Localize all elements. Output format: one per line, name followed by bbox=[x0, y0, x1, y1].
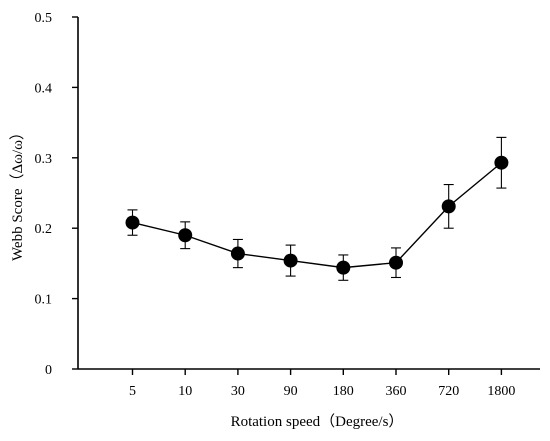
x-tick-label: 1800 bbox=[487, 384, 515, 399]
data-point bbox=[494, 155, 509, 170]
y-tick-label: 0.3 bbox=[35, 152, 53, 167]
x-tick-label: 180 bbox=[333, 384, 354, 399]
data-point bbox=[178, 228, 193, 243]
data-point bbox=[230, 246, 245, 261]
series-lines bbox=[132, 162, 502, 269]
data-point bbox=[336, 260, 351, 275]
x-tick-label: 5 bbox=[129, 384, 136, 399]
data-point bbox=[389, 255, 403, 270]
ticks bbox=[72, 16, 503, 375]
y-tick-label: 0 bbox=[45, 363, 52, 378]
y-tick-label: 0.2 bbox=[35, 222, 53, 237]
x-tick-label: 360 bbox=[386, 384, 407, 399]
x-tick-label: 720 bbox=[438, 384, 459, 399]
y-tick-label: 0.5 bbox=[35, 11, 53, 26]
tick-labels: 0 0.1 0.2 0.3 0.4 0.5 5 10 30 90 180 360 720 1800 bbox=[35, 11, 516, 399]
data-point bbox=[441, 199, 456, 214]
x-tick-label: 30 bbox=[231, 384, 245, 399]
y-tick-label: 0.1 bbox=[35, 293, 53, 308]
y-tick-label: 0.4 bbox=[35, 81, 53, 96]
axes bbox=[77, 17, 540, 370]
error-bars bbox=[127, 136, 507, 281]
x-axis-title: Rotation speed（Degree/s） bbox=[231, 413, 404, 430]
y-axis-title: Webb Score（Δω/ω） bbox=[9, 125, 26, 261]
x-tick-label: 10 bbox=[178, 384, 192, 399]
series-line bbox=[132, 162, 502, 269]
data-point bbox=[125, 215, 140, 230]
data-points bbox=[125, 155, 509, 275]
x-tick-label: 90 bbox=[284, 384, 298, 399]
data-point bbox=[283, 253, 298, 268]
